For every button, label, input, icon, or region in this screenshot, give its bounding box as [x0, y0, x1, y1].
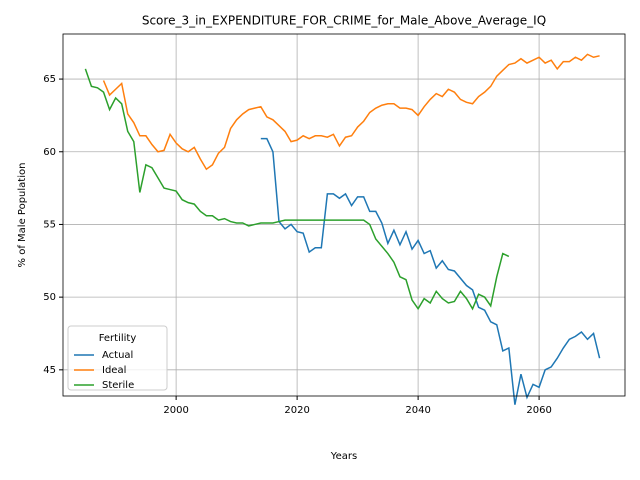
legend-box: [67, 325, 168, 391]
x-tick-label: 2020: [284, 405, 309, 416]
y-tick-label: 60: [43, 147, 56, 158]
x-tick-label: 2000: [163, 405, 188, 416]
legend-title: Fertility: [99, 333, 137, 344]
y-tick-label: 65: [43, 74, 56, 85]
y-tick-label: 45: [43, 365, 56, 376]
series-line: [260, 137, 601, 405]
legend-label: Sterile: [102, 380, 134, 391]
x-tick-label: 2040: [405, 405, 430, 416]
x-axis-label: Years: [330, 451, 357, 462]
x-tick-label: 2060: [526, 405, 551, 416]
y-tick-label: 50: [43, 292, 56, 303]
series-line: [102, 53, 600, 171]
chart-title: Score_3_in_EXPENDITURE_FOR_CRIME_for_Mal…: [142, 14, 546, 28]
legend-label: Ideal: [102, 365, 126, 376]
series-line: [84, 68, 510, 311]
legend-label: Actual: [102, 350, 133, 361]
plot-frame: [62, 33, 626, 397]
y-axis-label: % of Male Population: [17, 163, 28, 268]
y-tick-label: 55: [43, 219, 56, 230]
